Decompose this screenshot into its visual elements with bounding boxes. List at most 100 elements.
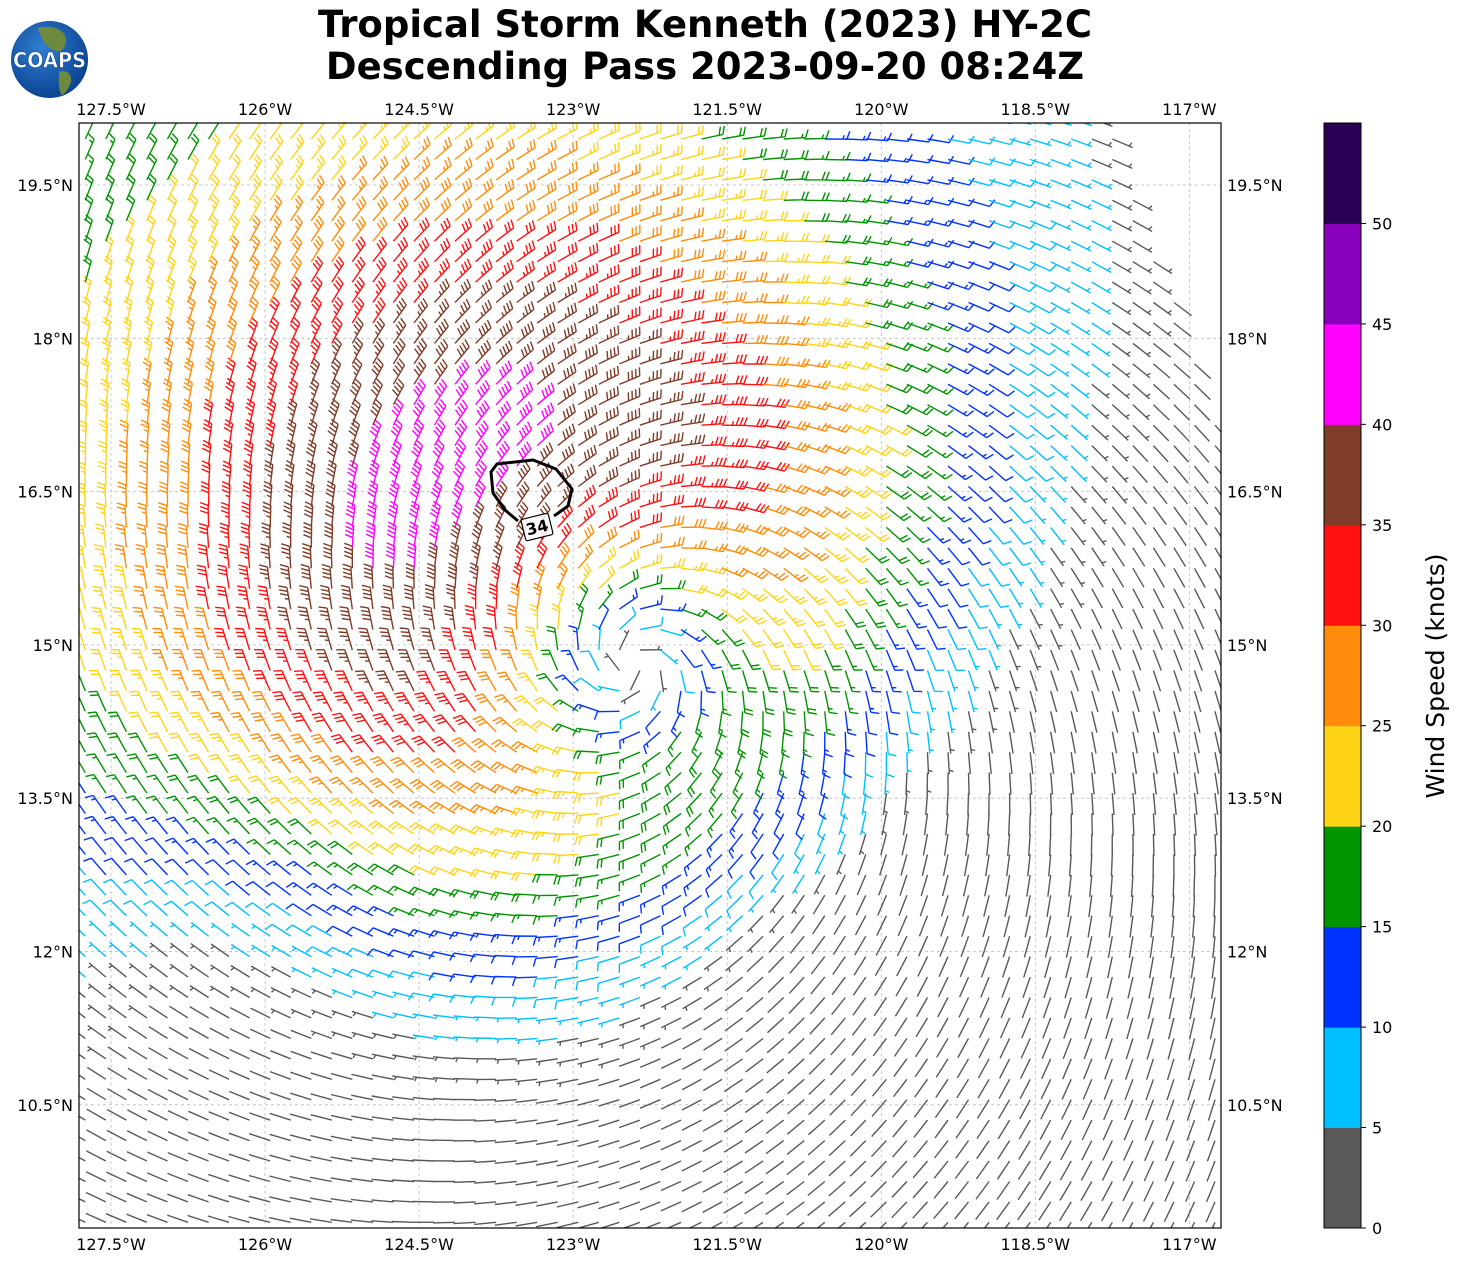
wind-barb [553, 853, 579, 864]
wind-barb [412, 1076, 435, 1082]
wind-barb [577, 222, 599, 242]
wind-barb [349, 398, 361, 426]
wind-barb [249, 1133, 271, 1142]
wind-barb [392, 156, 410, 181]
wind-barb [598, 182, 620, 201]
wind-barb [399, 627, 415, 651]
wind-barb [408, 865, 435, 876]
wind-barb [660, 1160, 682, 1171]
wind-barb [1193, 711, 1201, 733]
wind-barb [413, 277, 429, 303]
wind-barb [955, 1099, 970, 1119]
wind-barb [639, 915, 661, 934]
wind-barb [618, 955, 641, 973]
wind-barb [515, 1119, 538, 1124]
wind-barb [1214, 629, 1221, 646]
wind-barb [665, 751, 682, 777]
wind-barb [189, 711, 210, 733]
wind-barb [269, 235, 282, 263]
wind-barb [980, 956, 990, 978]
wind-barb [619, 367, 641, 385]
wind-barb [556, 1139, 579, 1146]
wind-barb [1214, 567, 1221, 581]
wind-barb [516, 301, 535, 324]
wind-barb [451, 736, 477, 753]
wind-barb [474, 1037, 497, 1043]
wind-barb [660, 165, 683, 181]
wind-barb [434, 136, 452, 161]
colorbar-tick-label: 25 [1372, 717, 1392, 736]
wind-barb [1004, 1221, 1011, 1228]
wind-barb [474, 1016, 497, 1022]
wind-barb [962, 1221, 970, 1228]
wind-barb [1007, 833, 1011, 856]
wind-barb [1070, 567, 1086, 588]
wind-barb [786, 1140, 805, 1155]
wind-barb [701, 520, 728, 531]
wind-barb [454, 359, 470, 385]
wind-barb [495, 138, 515, 161]
wind-barb [947, 342, 975, 354]
wind-barb [885, 485, 912, 500]
wind-barb [619, 245, 641, 263]
wind-barb [453, 1201, 476, 1204]
wind-barb [618, 1201, 641, 1211]
wind-barb [310, 123, 326, 140]
wind-barb [351, 1094, 374, 1101]
wind-barb [79, 991, 86, 999]
wind-barb [1111, 199, 1133, 211]
wind-barb [1142, 1201, 1155, 1222]
wind-barb [225, 357, 236, 385]
wind-barb [997, 1099, 1011, 1120]
wind-barb [225, 838, 251, 855]
wind-barb [490, 975, 517, 985]
wind-barb [510, 763, 538, 774]
wind-barb [940, 915, 949, 937]
wind-barb [351, 337, 364, 365]
wind-barb [892, 1119, 908, 1138]
wind-barb [762, 588, 788, 604]
wind-barb [783, 506, 811, 517]
wind-barb [618, 1139, 641, 1149]
wind-barb [146, 1213, 168, 1223]
wind-barb [536, 322, 556, 344]
wind-barb [593, 710, 620, 720]
wind-barb [701, 373, 727, 385]
wind-barb [1040, 1099, 1052, 1120]
wind-barb [664, 772, 682, 796]
colorbar-label: Wind Speed (knots) [1421, 553, 1450, 798]
wind-barb [185, 837, 210, 855]
wind-barb [783, 588, 808, 605]
wind-barb [639, 1037, 661, 1050]
wind-barb [886, 154, 913, 163]
wind-barb [660, 1078, 682, 1090]
wind-barb [455, 97, 473, 119]
wind-barb [79, 545, 86, 569]
wind-barb [552, 833, 579, 843]
wind-barb [412, 1013, 435, 1019]
wind-barb [474, 1160, 497, 1164]
wind-barb [803, 465, 832, 475]
wind-barb [535, 672, 559, 692]
wind-barb [681, 1119, 702, 1131]
wind-barb [809, 1017, 826, 1035]
wind-barb [553, 915, 579, 927]
wind-barb [803, 485, 831, 497]
wind-barb [536, 160, 557, 181]
wind-barb [247, 316, 259, 344]
wind-barb [660, 308, 684, 324]
wind-barb [79, 1032, 86, 1039]
wind-barb [1029, 506, 1047, 524]
wind-barb [568, 625, 579, 651]
wind-barb [79, 695, 86, 712]
wind-barb [516, 123, 536, 140]
wind-barb [683, 874, 702, 897]
wind-barb [1173, 649, 1183, 671]
wind-barb [1131, 854, 1134, 877]
wind-barb [249, 133, 263, 160]
wind-barb [1039, 1119, 1052, 1140]
wind-barb [515, 1037, 538, 1045]
wind-barb [1089, 874, 1093, 897]
wind-barb [1045, 915, 1052, 938]
lat-label-left: 16.5°N [17, 483, 73, 502]
